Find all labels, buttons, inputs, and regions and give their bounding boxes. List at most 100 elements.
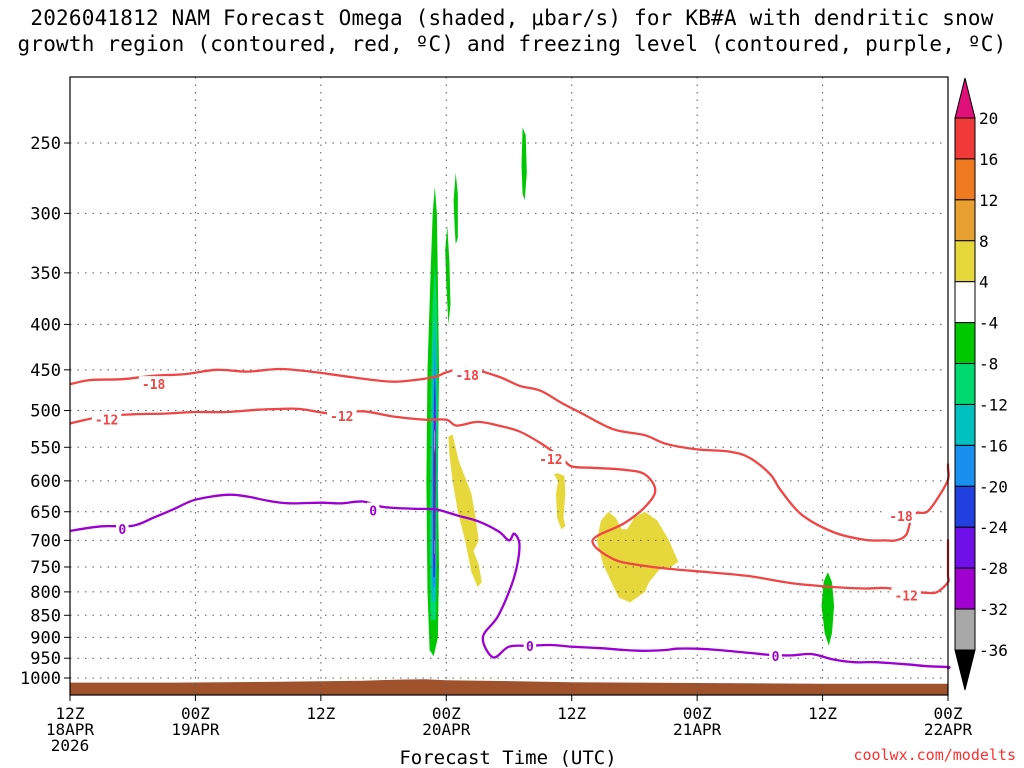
freezing-0-label: 0 bbox=[526, 640, 534, 655]
colorbar-bin bbox=[954, 363, 976, 405]
colorbar-label: -8 bbox=[979, 355, 998, 374]
colorbar-bin bbox=[954, 608, 976, 651]
y-tick-label: 850 bbox=[30, 606, 61, 626]
colorbar-bin bbox=[954, 322, 976, 365]
colorbar-bin bbox=[954, 240, 976, 283]
colorbar-bin bbox=[954, 117, 976, 160]
colorbar-bottom-triangle bbox=[954, 649, 976, 691]
freezing-0-label-bg bbox=[366, 502, 380, 518]
colorbar-label: 20 bbox=[979, 109, 998, 128]
y-tick-label: 950 bbox=[30, 649, 61, 669]
colorbar-label: -16 bbox=[979, 436, 1008, 455]
colorbar: 20 16 12 8 4 -4 -8 -12 -16 -20 -24 -28 -32 -36 bbox=[954, 77, 1008, 691]
omega-black bbox=[434, 447, 435, 541]
colorbar-label: 4 bbox=[979, 273, 989, 292]
y-tick-label: 500 bbox=[30, 402, 61, 422]
x-tick-label: 00Z bbox=[432, 704, 461, 723]
dgz-minus-18-label-bg bbox=[452, 366, 482, 382]
freezing-0-line bbox=[69, 493, 951, 670]
omega-green-top-1 bbox=[453, 172, 458, 245]
colorbar-bin bbox=[954, 526, 976, 569]
plot-frame bbox=[69, 76, 949, 696]
chart-title-line1: 2026041812 NAM Forecast Omega (shaded, μ… bbox=[30, 6, 994, 30]
omega-yellow-1 bbox=[448, 434, 482, 587]
colorbar-label: -12 bbox=[979, 395, 1008, 414]
colorbar-bin bbox=[954, 485, 976, 528]
omega-yellow-2 bbox=[553, 473, 566, 530]
dgz-minus-12-label-bg bbox=[891, 587, 921, 603]
freezing-0-label-bg bbox=[769, 647, 782, 663]
x-tick-label: 2026 bbox=[51, 736, 90, 755]
dgz-minus-12-label-bg bbox=[327, 407, 357, 423]
dgz-minus-18-line bbox=[69, 366, 950, 542]
y-tick-label: 750 bbox=[30, 558, 61, 578]
credit-text[interactable]: coolwx.com/modelts bbox=[853, 746, 1016, 764]
dgz-minus-12-label-bg bbox=[91, 411, 122, 427]
contour-layer: -18 -18 -18 -12 -12 -12 -12 0 0 0 0 bbox=[69, 366, 951, 670]
x-tick-label: 12Z bbox=[808, 704, 837, 723]
dgz-minus-18-label: -18 bbox=[455, 369, 479, 384]
dgz-minus-12-label: -12 bbox=[330, 410, 353, 425]
freezing-0-label: 0 bbox=[369, 505, 377, 520]
x-tick-label: 21APR bbox=[673, 720, 722, 739]
dgz-minus-12-line bbox=[69, 407, 950, 595]
y-tick-label: 700 bbox=[30, 531, 61, 551]
y-tick-label: 600 bbox=[30, 472, 61, 492]
omega-yellow-3 bbox=[596, 511, 679, 603]
y-tick-label: 350 bbox=[30, 264, 61, 284]
terrain-layer bbox=[70, 679, 948, 695]
dgz-minus-12-label: -12 bbox=[894, 590, 917, 605]
x-axis-label: Forecast Time (UTC) bbox=[399, 747, 616, 768]
x-tick-label: 12Z bbox=[557, 704, 586, 723]
colorbar-label: -24 bbox=[979, 518, 1008, 537]
x-tick-label: 19APR bbox=[171, 720, 220, 739]
y-tick-label: 900 bbox=[30, 628, 61, 648]
x-tick-label: 22APR bbox=[924, 720, 973, 739]
colorbar-label: 8 bbox=[979, 232, 989, 251]
dgz-minus-18-label: -18 bbox=[142, 378, 166, 393]
freezing-0-label-bg bbox=[523, 638, 537, 654]
x-tick-label: 12Z bbox=[306, 704, 335, 723]
x-tick-label: 00Z bbox=[683, 704, 712, 723]
y-tick-label: 550 bbox=[30, 438, 61, 458]
freezing-0-label: 0 bbox=[118, 523, 126, 538]
plot-border bbox=[69, 76, 949, 696]
colorbar-label: 12 bbox=[979, 191, 998, 210]
chart-title-line2: growth region (contoured, red, ºC) and f… bbox=[17, 32, 1007, 56]
colorbar-label: -36 bbox=[979, 641, 1008, 660]
x-tick-label: 00Z bbox=[181, 704, 210, 723]
grid-layer bbox=[70, 77, 948, 695]
colorbar-label: -32 bbox=[979, 600, 1008, 619]
omega-green-right bbox=[821, 572, 835, 646]
dgz-minus-12-label: -12 bbox=[95, 414, 118, 429]
y-tick-label: 300 bbox=[30, 204, 61, 224]
dgz-minus-18-label: -18 bbox=[889, 510, 913, 525]
dgz-minus-12-label-bg bbox=[536, 451, 566, 467]
freezing-0-label: 0 bbox=[772, 650, 780, 665]
colorbar-bin bbox=[954, 158, 976, 201]
terrain bbox=[70, 679, 948, 695]
y-tick-label: 450 bbox=[30, 361, 61, 381]
freezing-0-label-bg bbox=[116, 521, 129, 537]
colorbar-bin bbox=[954, 199, 976, 242]
dgz-minus-12-label: -12 bbox=[539, 453, 562, 468]
colorbar-bin bbox=[954, 281, 976, 324]
x-tick-label: 18APR bbox=[46, 720, 95, 739]
y-tick-label: 800 bbox=[30, 583, 61, 603]
dgz-minus-18-label-bg bbox=[886, 507, 916, 523]
colorbar-label: -20 bbox=[979, 477, 1008, 496]
colorbar-top-triangle bbox=[954, 77, 976, 119]
y-tick-label: 650 bbox=[30, 503, 61, 523]
y-tick-label: 250 bbox=[30, 134, 61, 154]
colorbar-bin bbox=[954, 567, 976, 610]
dgz-minus-18-label-bg bbox=[138, 376, 169, 392]
y-tick-label: 400 bbox=[30, 315, 61, 335]
colorbar-label: -28 bbox=[979, 559, 1008, 578]
colorbar-bin bbox=[954, 403, 976, 446]
omega-shading-layer bbox=[426, 127, 835, 657]
x-tick-label: 12Z bbox=[56, 704, 85, 723]
colorbar-label: -4 bbox=[979, 314, 998, 333]
x-tick-label: 20APR bbox=[422, 720, 471, 739]
colorbar-bin bbox=[954, 444, 976, 487]
